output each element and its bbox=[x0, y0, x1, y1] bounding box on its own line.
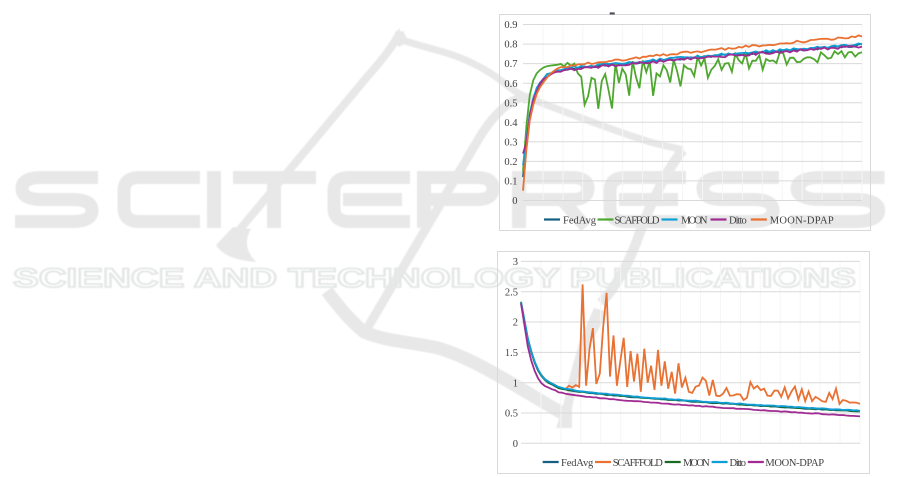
svg-text:0.7: 0.7 bbox=[504, 59, 517, 70]
svg-text:MOON-DPAP: MOON-DPAP bbox=[765, 458, 824, 469]
svg-text:FedAvg: FedAvg bbox=[563, 215, 597, 226]
svg-text:0.1: 0.1 bbox=[504, 177, 517, 188]
svg-text:1.5: 1.5 bbox=[505, 348, 518, 359]
svg-text:0.4: 0.4 bbox=[504, 118, 518, 129]
svg-text:0.2: 0.2 bbox=[504, 157, 517, 168]
svg-text:SCIENCE AND TECHNOLOGY PUBLICA: SCIENCE AND TECHNOLOGY PUBLICATIONS bbox=[13, 263, 856, 293]
svg-text:Ditto: Ditto bbox=[730, 458, 747, 469]
svg-text:0.6: 0.6 bbox=[504, 79, 517, 90]
svg-text:Ditto: Ditto bbox=[729, 215, 747, 226]
svg-text:SCAFFFOLD: SCAFFFOLD bbox=[613, 458, 664, 469]
svg-text:0.8: 0.8 bbox=[504, 40, 517, 51]
svg-text:FedAvg: FedAvg bbox=[561, 458, 594, 469]
svg-text:MOON: MOON bbox=[681, 215, 708, 226]
svg-text:0.9: 0.9 bbox=[504, 20, 517, 31]
svg-text:0: 0 bbox=[512, 196, 517, 207]
svg-text:SCAFFOLD: SCAFFOLD bbox=[615, 215, 660, 226]
svg-text:2.5: 2.5 bbox=[505, 287, 518, 298]
svg-text:MOON-DPAP: MOON-DPAP bbox=[770, 215, 834, 226]
svg-text:3: 3 bbox=[513, 257, 518, 268]
svg-text:MOON: MOON bbox=[683, 458, 710, 469]
svg-text:0.3: 0.3 bbox=[504, 137, 517, 148]
svg-text:1: 1 bbox=[513, 378, 518, 389]
svg-text:2: 2 bbox=[513, 318, 518, 329]
svg-text:0.5: 0.5 bbox=[505, 409, 518, 420]
svg-text:0.5: 0.5 bbox=[504, 98, 517, 109]
svg-text:0: 0 bbox=[513, 439, 518, 450]
